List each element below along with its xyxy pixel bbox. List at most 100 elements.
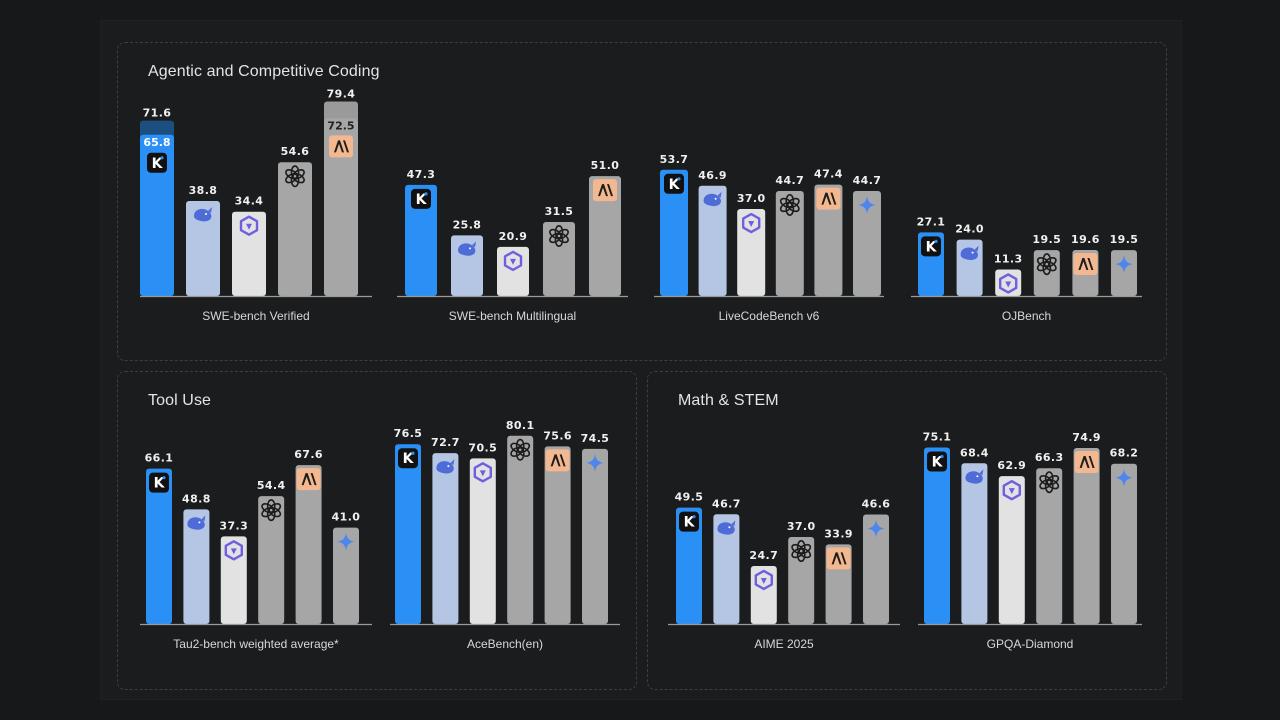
value-label: 65.8 — [143, 136, 170, 149]
value-label: 67.6 — [294, 448, 323, 461]
value-label: 74.9 — [1072, 431, 1101, 444]
bar-openai — [1036, 468, 1063, 624]
bar-qwen — [469, 458, 496, 624]
value-label: 68.2 — [1110, 447, 1139, 460]
openai-logo-icon — [285, 165, 305, 188]
kimi-logo-icon: K — [398, 448, 418, 469]
svg-text:K: K — [669, 177, 681, 193]
bar-kimi — [405, 184, 437, 296]
bar-gemini — [853, 190, 881, 296]
value-label: 51.0 — [591, 159, 620, 172]
bar-openai — [258, 496, 285, 624]
bar-anthropic — [544, 446, 571, 624]
deepseek-whale-icon — [703, 191, 722, 207]
svg-text:K: K — [403, 451, 415, 467]
value-label: 74.5 — [581, 432, 610, 445]
value-label: 46.6 — [862, 497, 891, 510]
qwen-logo-icon — [999, 273, 1018, 294]
benchmark-label: SWE-bench Multilingual — [449, 309, 576, 323]
gemini-sparkle-icon — [858, 195, 876, 214]
bar-kimi — [395, 444, 421, 624]
qwen-logo-icon — [754, 569, 773, 591]
benchmark-label: SWE-bench Verified — [202, 309, 309, 323]
bar-gemini — [582, 448, 608, 624]
qwen-logo-icon — [742, 212, 761, 234]
value-label: 24.7 — [749, 549, 778, 562]
value-label: 27.1 — [917, 215, 946, 228]
value-label: 37.3 — [219, 519, 248, 532]
value-label: 31.5 — [545, 205, 574, 218]
value-label: 46.7 — [712, 497, 741, 510]
value-label: 48.8 — [182, 492, 211, 505]
value-label: 19.5 — [1032, 233, 1061, 246]
svg-text:K: K — [932, 455, 944, 471]
value-label: 11.3 — [994, 252, 1023, 265]
value-label: 47.3 — [407, 168, 436, 181]
benchmark-label: GPQA-Diamond — [987, 637, 1074, 651]
qwen-logo-icon — [1002, 479, 1021, 501]
kimi-logo-icon: K — [411, 188, 431, 209]
gemini-sparkle-icon — [1115, 255, 1133, 274]
anthropic-logo-icon — [1074, 450, 1099, 473]
openai-logo-icon — [549, 224, 569, 247]
value-label: 72.5 — [327, 119, 354, 132]
svg-text:K: K — [926, 239, 938, 255]
openai-logo-icon — [791, 540, 812, 563]
bar-openai — [788, 537, 815, 624]
bar-anthropic — [324, 118, 358, 296]
bar-openai — [278, 162, 312, 296]
value-label: 33.9 — [824, 527, 853, 540]
value-label: 62.9 — [997, 459, 1026, 472]
qwen-logo-icon — [224, 540, 244, 561]
gemini-sparkle-icon — [337, 532, 355, 551]
bar-gemini — [1111, 463, 1137, 624]
bar-kimi — [924, 447, 950, 624]
qwen-logo-icon — [239, 215, 259, 236]
bar-anthropic — [295, 465, 322, 624]
panel-title: Agentic and Competitive Coding — [148, 63, 380, 80]
value-label: 37.0 — [787, 520, 816, 533]
panel-title: Math & STEM — [678, 392, 779, 409]
value-label: 54.6 — [281, 145, 310, 158]
benchmark-label: OJBench — [1002, 309, 1051, 323]
kimi-logo-icon: K — [921, 236, 941, 257]
value-label: 24.0 — [955, 223, 984, 236]
bar-kimi — [676, 507, 702, 624]
bar-kimi — [140, 134, 174, 296]
benchmark-label: AIME 2025 — [754, 637, 814, 651]
value-label: 34.4 — [235, 195, 264, 208]
openai-logo-icon — [1036, 253, 1057, 276]
panel-title: Tool Use — [148, 392, 212, 409]
value-label: 68.4 — [960, 446, 989, 459]
value-label: 72.7 — [431, 436, 460, 449]
bar-upper-kimi — [140, 120, 174, 139]
benchmark-label: AceBench(en) — [467, 637, 543, 651]
bar-qwen — [232, 211, 266, 296]
deepseek-whale-icon — [965, 469, 984, 484]
deepseek-whale-icon — [194, 206, 212, 222]
svg-text:K: K — [684, 515, 696, 531]
bar-openai — [1033, 250, 1060, 296]
bar-openai — [543, 221, 575, 296]
value-label: 53.7 — [660, 153, 689, 166]
deepseek-whale-icon — [960, 245, 979, 260]
gemini-sparkle-icon — [1115, 468, 1133, 487]
value-label: 44.7 — [775, 174, 804, 187]
benchmark-label: LiveCodeBench v6 — [719, 309, 820, 323]
openai-logo-icon — [510, 438, 531, 461]
value-label: 25.8 — [453, 218, 482, 231]
svg-text:K: K — [154, 476, 166, 492]
anthropic-logo-icon — [826, 547, 851, 570]
value-label: 70.5 — [468, 441, 497, 454]
qwen-logo-icon — [503, 250, 523, 272]
bar-qwen — [737, 209, 766, 296]
anthropic-logo-icon — [545, 449, 570, 472]
bar-gemini — [333, 527, 359, 624]
bar-kimi — [146, 468, 172, 624]
